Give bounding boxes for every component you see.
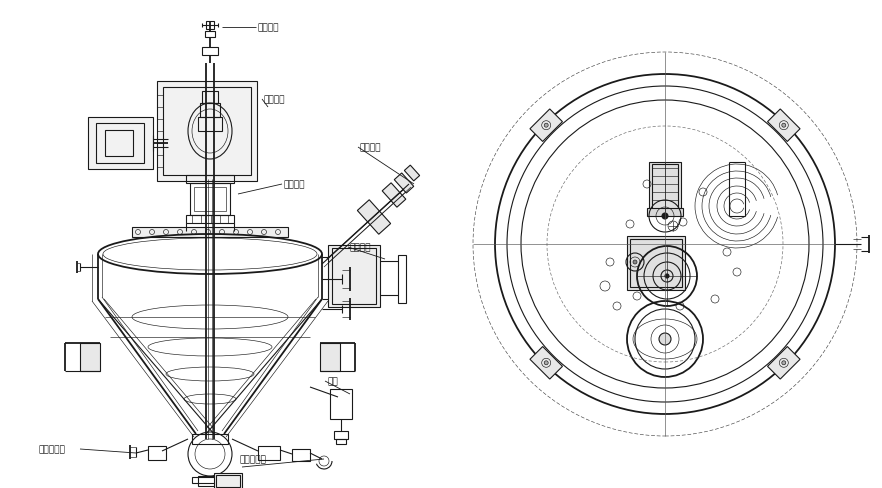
Polygon shape bbox=[530, 347, 563, 379]
Bar bbox=[198, 476, 222, 486]
Bar bbox=[292, 449, 310, 461]
Bar bbox=[258, 446, 280, 460]
Bar bbox=[398, 256, 406, 304]
Bar bbox=[148, 446, 166, 460]
Bar bbox=[96, 124, 144, 163]
Bar bbox=[649, 163, 681, 213]
Text: 旋转接头: 旋转接头 bbox=[258, 23, 280, 32]
Bar bbox=[105, 131, 133, 157]
Bar bbox=[88, 118, 153, 170]
Circle shape bbox=[781, 361, 786, 365]
Bar bbox=[334, 431, 348, 439]
Bar bbox=[157, 82, 257, 182]
Bar bbox=[328, 245, 380, 307]
Bar bbox=[202, 48, 218, 56]
Bar bbox=[647, 208, 683, 217]
Polygon shape bbox=[530, 110, 563, 142]
Bar bbox=[192, 477, 228, 483]
Text: 料温变送器: 料温变送器 bbox=[38, 445, 65, 453]
Bar bbox=[652, 164, 678, 210]
Bar bbox=[205, 32, 215, 38]
Bar bbox=[186, 216, 234, 224]
Circle shape bbox=[544, 361, 549, 365]
Polygon shape bbox=[382, 183, 406, 208]
Text: 混合搅拌: 混合搅拌 bbox=[350, 243, 371, 252]
Bar bbox=[80, 343, 100, 371]
Bar bbox=[163, 88, 251, 176]
Polygon shape bbox=[404, 166, 420, 182]
Circle shape bbox=[633, 261, 637, 264]
Polygon shape bbox=[357, 201, 391, 235]
Bar bbox=[190, 183, 230, 216]
Polygon shape bbox=[394, 174, 414, 194]
Bar bbox=[627, 237, 685, 290]
Bar bbox=[630, 240, 682, 287]
Bar bbox=[216, 475, 240, 487]
Text: 传动结构: 传动结构 bbox=[264, 95, 286, 104]
Circle shape bbox=[662, 214, 668, 220]
Bar bbox=[336, 439, 346, 444]
Text: 气锤: 气锤 bbox=[327, 377, 338, 386]
Bar bbox=[186, 176, 234, 183]
Bar bbox=[332, 248, 376, 305]
Bar bbox=[198, 118, 222, 132]
Circle shape bbox=[665, 274, 669, 279]
Text: 真空反吹: 真空反吹 bbox=[360, 143, 382, 152]
Bar bbox=[192, 434, 228, 444]
Bar bbox=[214, 473, 242, 488]
Text: 机械密封: 机械密封 bbox=[284, 180, 305, 189]
Bar bbox=[206, 22, 214, 30]
Circle shape bbox=[659, 333, 671, 346]
Bar bbox=[330, 389, 352, 419]
Polygon shape bbox=[767, 110, 800, 142]
Bar bbox=[132, 227, 288, 238]
Circle shape bbox=[544, 124, 549, 128]
Polygon shape bbox=[767, 347, 800, 379]
Bar bbox=[200, 104, 220, 118]
Text: 真空取样器: 真空取样器 bbox=[240, 454, 267, 464]
Bar bbox=[320, 343, 340, 371]
Bar bbox=[202, 92, 218, 104]
Bar bbox=[194, 187, 226, 212]
Circle shape bbox=[781, 124, 786, 128]
